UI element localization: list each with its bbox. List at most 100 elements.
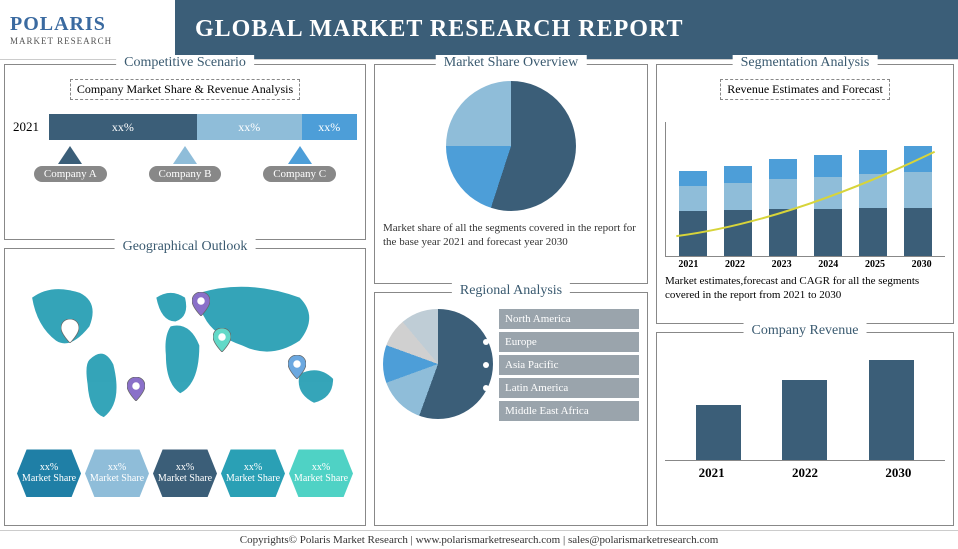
- competitive-bar-row: 2021 xx%xx%xx%: [13, 114, 357, 140]
- seg-stack: [679, 186, 707, 211]
- regional-panel: Regional Analysis North AmericaEuropeAsi…: [374, 292, 648, 526]
- seg-stack: [679, 171, 707, 186]
- competitive-segment: xx%: [49, 114, 197, 140]
- triangle-icon: [288, 146, 312, 164]
- revenue-year-label: 2022: [792, 465, 818, 481]
- geo-badge: xx%Market Share: [85, 449, 149, 497]
- region-item: Europe: [499, 332, 639, 352]
- seg-bar: [724, 166, 752, 256]
- segmentation-panel: Segmentation Analysis Revenue Estimates …: [656, 64, 954, 324]
- market-share-desc: Market share of all the segments covered…: [383, 221, 639, 250]
- logo: POLARIS MARKET RESEARCH: [0, 7, 175, 52]
- competitive-segment: xx%: [302, 114, 357, 140]
- segmentation-chart: [665, 122, 945, 257]
- seg-stack: [814, 155, 842, 177]
- competitive-title: Competitive Scenario: [116, 55, 254, 71]
- region-item: North America: [499, 309, 639, 329]
- legend-item: Company B: [149, 146, 222, 182]
- seg-stack: [724, 183, 752, 210]
- report-title: GLOBAL MARKET RESEARCH REPORT: [175, 0, 958, 59]
- company-revenue-xlabels: 2021 2022 2030: [665, 465, 945, 481]
- segmentation-title: Segmentation Analysis: [733, 55, 878, 71]
- logo-top: POLARIS: [10, 13, 165, 36]
- seg-year-label: 2021: [678, 259, 698, 270]
- seg-stack: [679, 211, 707, 256]
- competitive-year: 2021: [13, 119, 49, 135]
- seg-year-label: 2024: [818, 259, 838, 270]
- region-list: North America Europe Asia Pacific Latin Ame…: [499, 309, 639, 421]
- seg-year-label: 2022: [725, 259, 745, 270]
- seg-stack: [769, 159, 797, 179]
- seg-stack: [859, 174, 887, 208]
- map-pin-icon: [127, 377, 145, 401]
- seg-bar: [769, 159, 797, 256]
- legend-label: Company A: [34, 166, 107, 182]
- seg-bar: [859, 150, 887, 256]
- geographical-title: Geographical Outlook: [115, 239, 256, 255]
- map-pin-icon: [213, 328, 231, 352]
- seg-year-label: 2025: [865, 259, 885, 270]
- seg-stack: [904, 146, 932, 172]
- map-pin-icon: [192, 292, 210, 316]
- geo-badge: xx%Market Share: [221, 449, 285, 497]
- seg-stack: [814, 209, 842, 256]
- geographical-panel: Geographical Outlook xx%Market Sharexx%M…: [4, 248, 366, 526]
- competitive-panel: Competitive Scenario Company Market Shar…: [4, 64, 366, 240]
- market-share-pie: [446, 81, 576, 211]
- seg-stack: [724, 166, 752, 183]
- region-item: Middle East Africa: [499, 401, 639, 421]
- seg-bar: [814, 155, 842, 256]
- seg-year-label: 2023: [772, 259, 792, 270]
- map-pin-icon: [61, 319, 79, 343]
- region-item: Asia Pacific: [499, 355, 639, 375]
- revenue-bar: [696, 405, 741, 460]
- triangle-icon: [58, 146, 82, 164]
- seg-bar: [904, 146, 932, 256]
- revenue-year-label: 2021: [699, 465, 725, 481]
- competitive-segment: xx%: [197, 114, 302, 140]
- cagr-curve: [666, 122, 945, 256]
- legend-item: Company A: [34, 146, 107, 182]
- geo-badge: xx%Market Share: [17, 449, 81, 497]
- company-revenue-chart: [665, 351, 945, 461]
- market-share-title: Market Share Overview: [436, 55, 587, 71]
- seg-year-label: 2030: [912, 259, 932, 270]
- revenue-year-label: 2030: [885, 465, 911, 481]
- segmentation-desc: Market estimates,forecast and CAGR for a…: [665, 274, 945, 303]
- revenue-bar: [869, 360, 914, 460]
- seg-stack: [769, 209, 797, 256]
- seg-stack: [904, 208, 932, 256]
- company-revenue-title: Company Revenue: [744, 323, 867, 339]
- legend-label: Company B: [149, 166, 222, 182]
- seg-stack: [904, 172, 932, 208]
- main-content: Competitive Scenario Company Market Shar…: [0, 60, 958, 530]
- regional-pie: [383, 309, 493, 419]
- seg-stack: [859, 150, 887, 174]
- logo-bottom: MARKET RESEARCH: [10, 36, 165, 46]
- geo-badge: xx%Market Share: [289, 449, 353, 497]
- revenue-bar: [782, 380, 827, 460]
- market-share-panel: Market Share Overview Market share of al…: [374, 64, 648, 284]
- map-pin-icon: [288, 355, 306, 379]
- legend-item: Company C: [263, 146, 336, 182]
- seg-stack: [859, 208, 887, 256]
- seg-stack: [814, 177, 842, 209]
- geo-badge: xx%Market Share: [153, 449, 217, 497]
- footer: Copyrights© Polaris Market Research | ww…: [0, 530, 958, 548]
- regional-title: Regional Analysis: [452, 283, 570, 299]
- competitive-bar: xx%xx%xx%: [49, 114, 357, 140]
- geo-badges: xx%Market Sharexx%Market Sharexx%Market …: [13, 449, 357, 497]
- seg-stack: [724, 210, 752, 256]
- world-map: [13, 265, 357, 445]
- competitive-legend: Company A Company B Company C: [13, 146, 357, 182]
- segmentation-subtitle: Revenue Estimates and Forecast: [720, 79, 890, 100]
- header: POLARIS MARKET RESEARCH GLOBAL MARKET RE…: [0, 0, 958, 60]
- seg-stack: [769, 179, 797, 209]
- seg-bar: [679, 171, 707, 256]
- triangle-icon: [173, 146, 197, 164]
- legend-label: Company C: [263, 166, 336, 182]
- company-revenue-panel: Company Revenue 202120222030: [656, 332, 954, 526]
- region-item: Latin America: [499, 378, 639, 398]
- competitive-subtitle: Company Market Share & Revenue Analysis: [70, 79, 300, 100]
- segmentation-xlabels: 2021 2022 2023 2024 2025 2030: [665, 259, 945, 270]
